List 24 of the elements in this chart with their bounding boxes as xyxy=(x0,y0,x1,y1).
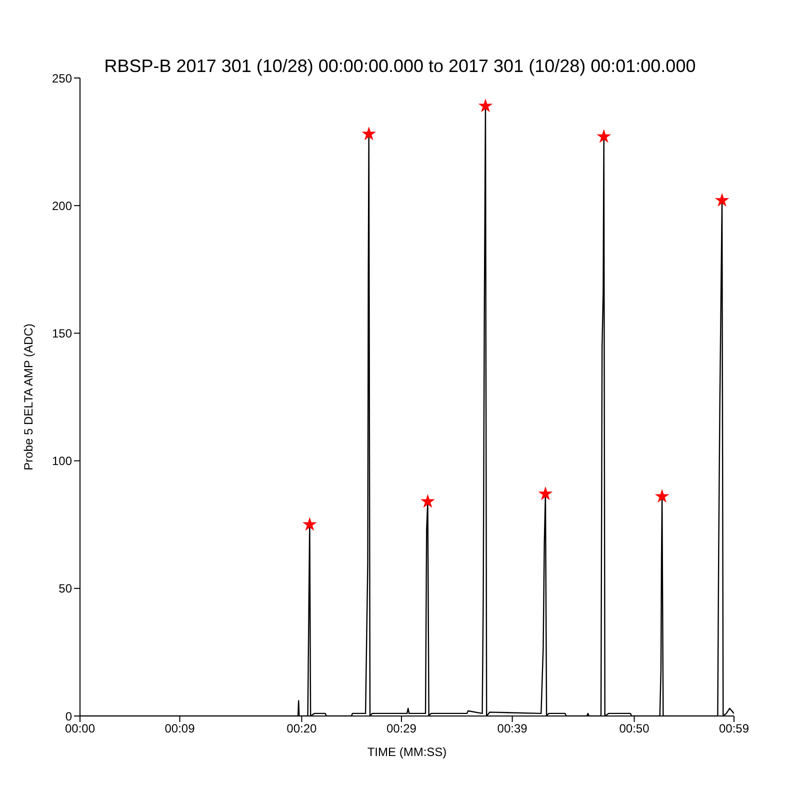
x-tick-label: 00:00 xyxy=(64,722,96,736)
y-tick-label: 150 xyxy=(52,326,72,340)
point xyxy=(714,192,730,207)
point xyxy=(596,129,612,143)
x-tick-label: 00:29 xyxy=(386,722,417,736)
point xyxy=(654,488,670,503)
chart-title: RBSP-B 2017 301 (10/28) 00:00:00.000 to 2017 301 (10/28) 00:01:00.000 xyxy=(104,56,696,76)
x-tick-label: 00:09 xyxy=(164,722,196,736)
x-tick-label: 00:39 xyxy=(497,722,528,736)
y-axis-title: Probe 5 DELTA AMP (ADC) xyxy=(21,324,36,470)
point xyxy=(420,494,435,508)
point xyxy=(302,517,317,531)
x-tick-label: 00:20 xyxy=(286,722,318,736)
point xyxy=(478,98,493,112)
y-tick-label: 100 xyxy=(52,454,72,468)
y-tick-label: 0 xyxy=(65,709,72,724)
y-tick-label: 200 xyxy=(52,198,72,213)
x-axis-title: TIME (MM:SS) xyxy=(367,745,447,759)
y-tick-label: 250 xyxy=(52,71,72,86)
point xyxy=(362,126,376,140)
y-tick-label: 50 xyxy=(58,582,72,596)
point xyxy=(538,486,553,500)
x-tick-label: 00:50 xyxy=(619,722,650,736)
x-tick-label: 00:59 xyxy=(718,722,750,736)
